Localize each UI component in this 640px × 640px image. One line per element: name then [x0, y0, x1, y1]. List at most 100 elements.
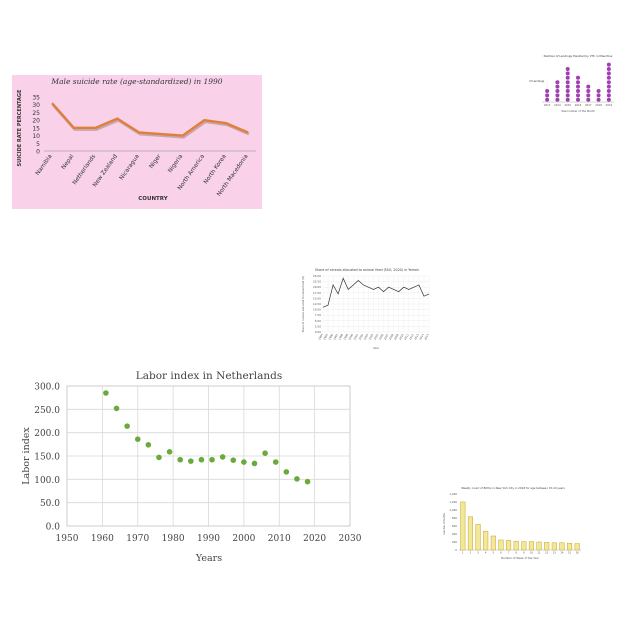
- data-point: [124, 423, 130, 429]
- data-point: [134, 436, 141, 442]
- x-tick-label: 2013: [413, 333, 420, 341]
- chart-labor-index: Labor index in Netherlands 0.0 50.0 100.0 15…: [17, 364, 372, 566]
- data-point: [294, 476, 300, 482]
- dot: [565, 71, 570, 76]
- x-tick-label: Nigeria: [167, 153, 184, 174]
- y-tick-label: 35: [32, 95, 40, 102]
- data-point: [188, 458, 194, 464]
- dot: [555, 80, 560, 85]
- chart-svg: Labor index in Netherlands 0.0 50.0 100.0 15…: [21, 370, 362, 564]
- y-tick-label: 800: [452, 516, 457, 520]
- x-tick-label: 1990: [197, 534, 220, 544]
- x-tick-label: 4: [485, 551, 487, 555]
- x-tick-label: 2014: [554, 103, 561, 107]
- bar: [483, 530, 489, 551]
- dot: [606, 75, 611, 80]
- y-tick-label: 250.0: [34, 406, 60, 416]
- x-tick-label: 11: [537, 551, 541, 555]
- x-tick-label: 2010: [398, 333, 405, 341]
- dot: [555, 89, 560, 93]
- bar: [467, 516, 473, 551]
- y-tick-label: 15.00: [313, 296, 321, 300]
- dot: [565, 75, 570, 80]
- x-tick-label: 2012: [408, 333, 415, 341]
- dot: [586, 97, 591, 102]
- data-point: [177, 456, 183, 463]
- data-point: [209, 456, 215, 463]
- x-axis-label: Years: [195, 553, 222, 564]
- x-tick-label: 2: [470, 551, 472, 555]
- y-tick-label: 30: [32, 102, 40, 109]
- y-tick-label: 20.00: [313, 285, 321, 289]
- x-tick-label: 2019: [606, 103, 613, 107]
- y-tick-label: 25.00: [313, 274, 321, 278]
- dot: [606, 93, 611, 98]
- dot: [606, 62, 611, 67]
- series-line: [322, 277, 430, 308]
- y-tick-label: 0: [36, 149, 40, 156]
- chart-landings: Number of Landings Handled by VTC in Mau…: [528, 52, 620, 118]
- x-tick-label: 2000: [232, 534, 255, 544]
- data-point: [219, 454, 226, 460]
- x-tick-label: 1994: [317, 333, 324, 341]
- x-tick-label: 2011: [403, 333, 410, 341]
- x-tick-label: 5: [493, 551, 495, 555]
- dot: [576, 84, 580, 89]
- dot: [586, 89, 591, 93]
- chart-svg: Male suicide rate (age-standardized) in …: [17, 77, 256, 202]
- dot: [576, 75, 580, 80]
- dot: [555, 93, 560, 98]
- y-tick-label: 25: [32, 110, 40, 117]
- dot: [586, 84, 591, 89]
- y-tick-label: 10: [32, 133, 40, 140]
- y-axis-label: Share of cereals allocated to animal fee…: [301, 276, 305, 332]
- x-tick-label: 2015: [564, 103, 571, 107]
- dot: [565, 84, 570, 89]
- y-tick-label: 10.00: [313, 308, 321, 312]
- dot: [576, 97, 580, 102]
- x-tick-label: 1960: [91, 534, 114, 544]
- x-tick-label: 2007: [383, 333, 390, 341]
- x-tick-label: Namibia: [35, 153, 54, 176]
- chart-svg: Share of cereals allocated to animal fee…: [301, 268, 430, 350]
- dot: [576, 89, 580, 93]
- dot: [555, 84, 560, 89]
- dot: [606, 97, 611, 102]
- x-tick-label: 2005: [373, 333, 380, 341]
- data-point: [145, 442, 152, 448]
- y-tick-label: 7.50: [315, 313, 321, 317]
- bar: [574, 543, 580, 551]
- dot: [606, 67, 611, 71]
- y-tick-label: 0.00: [315, 330, 321, 334]
- data-point: [283, 469, 290, 475]
- dot: [565, 80, 570, 85]
- y-tick-label: 5.00: [315, 319, 321, 323]
- x-tick-label: 16: [576, 551, 580, 555]
- data-point: [304, 478, 311, 485]
- x-tick-label: 3: [477, 551, 479, 555]
- chart-svg: Number of Landings Handled by VTC in Mau…: [528, 54, 614, 113]
- y-axis-label: SUICIDE RATE PERCENTAGE: [17, 89, 23, 166]
- y-tick-label: 5: [36, 141, 40, 148]
- x-tick-label: 1970: [126, 534, 149, 544]
- dot: [545, 93, 550, 98]
- y-tick-label: 1,200: [449, 500, 457, 504]
- bar: [475, 524, 481, 551]
- chart-births-count: Weekly count of Births in New York City …: [441, 484, 585, 566]
- series-line: [51, 102, 249, 137]
- x-tick-label: 15: [568, 551, 572, 555]
- x-tick-label: 12: [545, 551, 549, 555]
- x-tick-label: Nepal: [61, 153, 76, 170]
- y-tick-label: 300.0: [34, 383, 60, 393]
- bar: [567, 542, 573, 551]
- x-tick-label: 2017: [585, 103, 592, 107]
- x-tick-label: Niger: [149, 153, 163, 170]
- data-point: [113, 405, 120, 412]
- x-tick-label: 1995: [322, 333, 329, 341]
- x-tick-label: 1996: [327, 333, 334, 341]
- x-tick-label: 2006: [378, 333, 385, 341]
- data-point: [272, 459, 279, 465]
- x-axis-label: COUNTRY: [138, 196, 168, 202]
- x-tick-label: 2008: [388, 333, 395, 341]
- dot: [606, 84, 611, 89]
